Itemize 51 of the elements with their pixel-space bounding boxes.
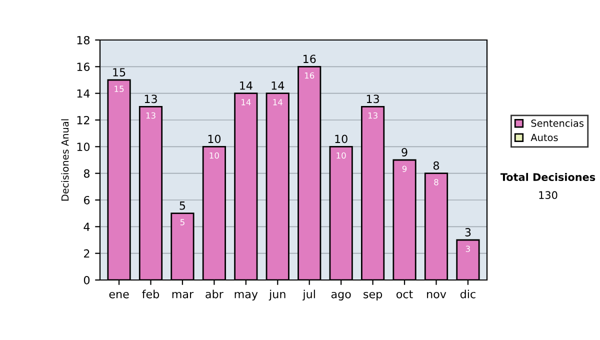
text: Total Decisiones (500, 172, 596, 182)
x-tick-label: oct (396, 290, 413, 298)
x-tick-label: mar (172, 292, 194, 298)
data-label: 15 (114, 86, 124, 92)
x-tick-label: jun (268, 290, 286, 300)
annotation: 15 (113, 68, 126, 76)
y-tick-label: 18 (77, 36, 90, 44)
y-tick-label: 6 (84, 196, 90, 204)
y-tick-label: 12 (77, 116, 90, 124)
annotation: 16 (304, 54, 316, 64)
annotation: 14 (272, 82, 284, 90)
annotation: 10 (335, 134, 348, 144)
data-label: 10 (210, 152, 219, 159)
data-label: 9 (402, 166, 407, 172)
data-label: 8 (434, 179, 438, 186)
data-label: 3 (466, 246, 470, 252)
annotation: 5 (180, 202, 186, 210)
y-tick-label: 10 (77, 142, 90, 152)
y-tick-label: 4 (84, 222, 90, 231)
data-label: 10 (336, 152, 346, 159)
x-tick-label: abr (206, 290, 224, 298)
annotation: 13 (366, 94, 379, 104)
data-label: 16 (304, 72, 314, 79)
annotation: 10 (208, 134, 221, 144)
y-tick-label: 14 (77, 89, 90, 98)
y-axis-title: Decisiones Anual (61, 119, 69, 201)
annotation: 9 (402, 148, 408, 156)
data-label: 13 (368, 112, 378, 119)
legend-label: Autos (530, 134, 558, 142)
y-tick-label: 8 (84, 169, 90, 178)
x-tick-label: jul (302, 290, 315, 300)
legend-label: Sentencias (531, 119, 584, 127)
x-tick-label: may (234, 292, 258, 300)
annotation: 13 (144, 94, 157, 104)
y-tick-label: 2 (84, 249, 90, 258)
data-label: 5 (180, 219, 184, 226)
x-tick-label: nov (427, 292, 446, 298)
annotation: 14 (240, 82, 252, 90)
data-label: 14 (273, 99, 282, 106)
y-tick-label: 0 (84, 276, 90, 284)
text: 130 (539, 191, 558, 200)
x-tick-label: dic (460, 290, 476, 298)
x-tick-label: feb (142, 290, 160, 298)
annotation: 3 (465, 228, 471, 236)
x-tick-label: ago (331, 292, 351, 300)
x-tick-label: ene (109, 292, 129, 298)
x-tick-label: sep (364, 292, 382, 300)
data-label: 14 (242, 99, 251, 106)
data-label: 13 (146, 112, 156, 119)
annotation: 8 (433, 161, 440, 170)
y-tick-label: 16 (77, 62, 90, 72)
